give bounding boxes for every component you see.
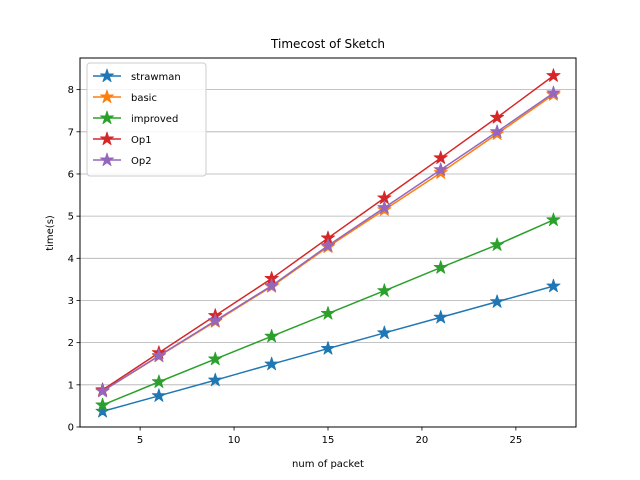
series-layer [95,68,561,418]
x-tick-label: 15 [322,435,335,446]
x-tick-label: 10 [228,435,241,446]
data-point [490,237,505,251]
legend-item-basic: basic [93,89,157,104]
legend-label: strawman [131,72,181,83]
chart-title: Timecost of Sketch [270,37,385,51]
data-point [377,200,392,214]
legend-item-improved: improved [93,110,178,125]
legend-label: Op2 [131,156,152,167]
legend-item-strawman: strawman [93,68,181,83]
data-point [490,124,505,138]
legend-item-op2: Op2 [93,152,152,167]
y-tick-label: 0 [68,423,74,434]
data-point [151,374,166,388]
legend-label: Op1 [131,135,152,146]
data-point [320,306,336,320]
y-tick-label: 5 [68,212,74,223]
data-point [208,372,223,387]
data-point [95,403,110,418]
data-point [320,341,336,355]
series-strawman [95,278,561,418]
y-tick-label: 7 [68,127,74,138]
data-point [546,68,561,82]
data-point [151,388,166,402]
x-tick-label: 25 [510,435,523,446]
data-point [433,260,448,274]
data-point [208,313,223,327]
y-tick-label: 6 [68,169,74,180]
legend-star-icon [99,131,115,146]
y-tick-label: 4 [68,254,74,265]
data-point [546,278,561,293]
data-point [208,351,223,366]
legend-box [86,62,207,177]
data-point [546,212,561,227]
legend-star-icon [99,152,115,167]
legend-item-op1: Op1 [93,131,152,146]
y-axis-label: time(s) [45,215,56,251]
legend-label: basic [131,93,157,104]
x-tick-label: 5 [137,435,143,446]
series-op2 [95,85,561,398]
legend-label: improved [131,114,178,125]
data-point [264,278,279,292]
x-axis: 5 10 15 20 25 [137,427,522,446]
data-point [95,383,110,398]
legend-star-icon [99,110,115,125]
data-point [377,283,392,297]
legend: strawman basic improved Op1 Op2 [86,62,207,177]
data-point [433,309,448,324]
data-point [151,348,166,362]
data-point [264,328,279,343]
legend-star-icon [99,89,115,104]
x-tick-label: 20 [416,435,429,446]
data-point [433,162,448,176]
data-point [546,85,561,100]
data-point [433,150,448,165]
x-axis-label: num of packet [292,459,364,470]
y-tick-label: 2 [68,338,74,349]
data-point [490,110,505,124]
data-point [377,325,392,340]
y-axis: 0 1 2 3 4 5 6 7 8 [68,85,80,434]
data-point [320,238,336,252]
data-point [490,294,505,308]
y-tick-label: 1 [68,380,74,391]
data-point [264,356,279,371]
series-improved [95,212,561,412]
data-point [95,397,110,412]
legend-star-icon [99,68,115,83]
y-tick-label: 8 [68,85,74,96]
y-tick-label: 3 [68,296,74,307]
